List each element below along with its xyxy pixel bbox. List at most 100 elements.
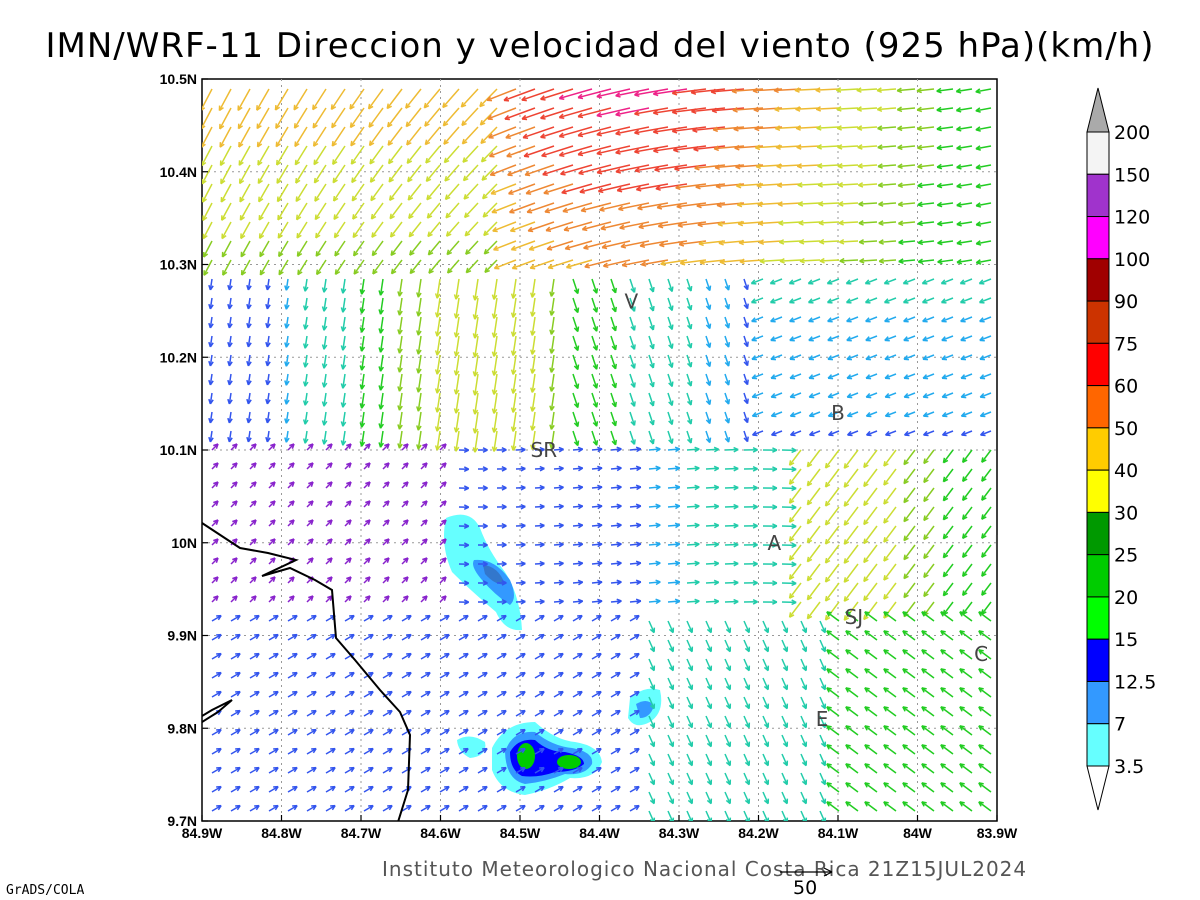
legend-swatch (1086, 131, 1110, 175)
wind-vector (340, 335, 347, 351)
wind-vector (477, 523, 488, 529)
wind-vector (218, 88, 232, 112)
wind-vector (941, 373, 954, 380)
legend-label: 150 (1114, 164, 1150, 186)
wind-vector (724, 503, 739, 510)
wind-vector (615, 145, 650, 155)
wind-vector (752, 430, 764, 437)
wind-vector (287, 500, 295, 508)
wind-vector (463, 202, 479, 219)
wind-vector (408, 221, 422, 238)
wind-vector (629, 503, 642, 510)
wind-vector (332, 164, 346, 184)
wind-vector (865, 411, 878, 418)
wind-vector (434, 297, 441, 318)
wind-vector (634, 88, 669, 97)
wind-vector (507, 164, 536, 177)
wind-vector (652, 126, 688, 135)
wind-vector (917, 258, 935, 265)
wind-vector (416, 297, 422, 317)
wind-vector (667, 465, 681, 472)
wind-vector (808, 316, 821, 323)
wind-vector (859, 258, 878, 264)
wind-vector (836, 125, 859, 131)
wind-vector (434, 373, 441, 394)
wind-vector (388, 183, 403, 201)
legend-label: 90 (1114, 291, 1138, 313)
legend-label: 100 (1114, 249, 1150, 271)
wind-vector (397, 278, 403, 297)
wind-vector (857, 125, 878, 131)
wind-vector (937, 258, 954, 265)
wind-vector (515, 503, 526, 510)
wind-vector (634, 145, 669, 154)
wind-vector (843, 468, 859, 488)
lon-tick-label: 84.8W (261, 825, 302, 841)
wind-vector (434, 411, 441, 432)
wind-vector (340, 297, 347, 313)
wind-vector (572, 335, 580, 352)
wind-vector (634, 126, 669, 135)
wind-vector (295, 183, 308, 203)
wind-vector (591, 278, 599, 294)
wind-vector (230, 443, 238, 451)
wind-vector (439, 462, 447, 470)
wind-vector (648, 503, 661, 510)
wind-vector (275, 107, 289, 129)
wind-vector (724, 278, 731, 291)
wind-vector (629, 354, 636, 369)
wind-vector (258, 221, 270, 239)
wind-vector (359, 316, 366, 333)
legend-swatch (1086, 511, 1110, 556)
legend-bottom-arrow (1086, 765, 1110, 811)
wind-vector (942, 430, 954, 437)
wind-vector (898, 220, 916, 226)
wind-vector (325, 500, 333, 508)
wind-vector (979, 411, 992, 418)
wind-vector (240, 240, 251, 258)
wind-vector (762, 485, 778, 491)
wind-vector (572, 297, 580, 314)
wind-vector (534, 522, 545, 529)
wind-vector (382, 462, 390, 470)
wind-vector (817, 163, 840, 169)
wind-vector (416, 316, 422, 336)
wind-vector (846, 316, 859, 323)
legend-label: 20 (1114, 587, 1138, 609)
wind-vector (610, 297, 617, 313)
legend-top-arrow (1086, 87, 1110, 133)
wind-vector (798, 220, 821, 226)
wind-vector (386, 107, 403, 128)
legend-swatch (1086, 554, 1110, 598)
wind-vector (713, 145, 745, 152)
wind-vector (762, 466, 778, 472)
wind-vector (359, 335, 366, 352)
wind-vector (751, 335, 764, 342)
wind-vector (510, 316, 517, 337)
wind-vector (917, 239, 935, 246)
wind-vector (724, 392, 731, 405)
wind-vector (956, 239, 973, 246)
wind-vector (705, 484, 720, 491)
wind-vector (692, 126, 726, 133)
wind-vector (857, 144, 878, 150)
wind-vector (877, 163, 897, 169)
wind-vector (284, 392, 290, 405)
wind-vector (686, 316, 693, 330)
wind-vector (610, 316, 617, 332)
wind-vector (956, 201, 973, 208)
wind-vector (956, 144, 973, 151)
wind-vector (287, 481, 295, 489)
wind-vector (544, 202, 574, 214)
wind-vector (443, 126, 460, 145)
wind-vector (265, 354, 271, 367)
wind-vector (572, 503, 584, 510)
wind-vector (389, 221, 403, 238)
wind-vector (839, 257, 859, 264)
wind-vector (960, 335, 973, 342)
wind-vector (239, 183, 251, 203)
wind-vector (788, 487, 802, 504)
wind-vector (239, 202, 251, 221)
wind-vector (363, 462, 371, 470)
wind-vector (522, 126, 555, 139)
